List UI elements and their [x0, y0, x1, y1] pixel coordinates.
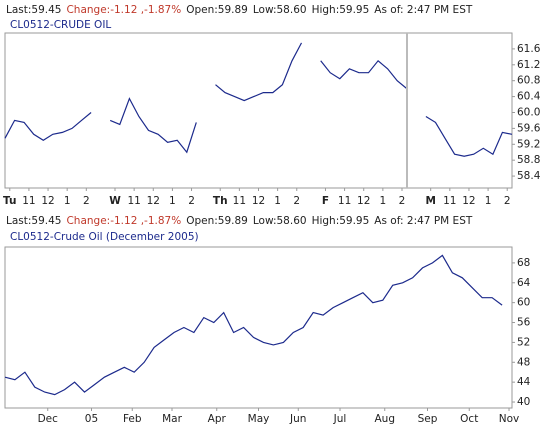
x-tick-label: 12: [462, 195, 475, 207]
x-tick-label: 2: [293, 195, 300, 207]
x-tick-label: Oct: [460, 413, 478, 425]
quote-header: Last:59.45 Change:-1.12 ,-1.87% Open:59.89…: [6, 4, 473, 16]
x-tick-label: 2: [399, 195, 406, 207]
y-tick-label: 64: [517, 277, 531, 289]
plot-frame: [4, 32, 513, 189]
x-tick-label: Dec: [38, 413, 59, 425]
x-tick-label: Th: [213, 195, 228, 207]
quote-field: Last:59.45: [6, 4, 61, 16]
x-tick-label: Mar: [162, 413, 182, 425]
x-tick-label: 11: [443, 195, 456, 207]
chart-title: CL0512-Crude Oil (December 2005): [10, 231, 199, 243]
plot-frame: [4, 246, 513, 409]
x-tick-label: W: [109, 195, 121, 207]
x-tick-label: 1: [485, 195, 492, 207]
x-tick-label: 2: [504, 195, 511, 207]
x-tick-label: F: [322, 195, 329, 207]
x-tick-label: 1: [169, 195, 176, 207]
quote-field: Low:58.60: [253, 215, 307, 227]
quote-field: Open:59.89: [186, 215, 248, 227]
y-tick-label: 59.2: [517, 138, 540, 150]
quote-field: Open:59.89: [186, 4, 248, 16]
x-tick-label: 11: [22, 195, 35, 207]
y-tick-label: 56: [517, 317, 531, 329]
x-tick-label: 12: [252, 195, 265, 207]
x-tick-label: Apr: [208, 413, 227, 425]
quote-field: High:59.95: [312, 4, 370, 16]
price-line: [4, 42, 513, 157]
x-tick-label: 11: [233, 195, 246, 207]
y-tick-label: 61.6: [517, 43, 541, 55]
quote-header: Last:59.45 Change:-1.12 ,-1.87% Open:59.89…: [6, 215, 473, 227]
x-tick-label: Jul: [333, 413, 347, 425]
x-tick-label: Sep: [418, 413, 438, 425]
x-tick-label: 1: [64, 195, 71, 207]
x-tick-label: 11: [338, 195, 351, 207]
quote-field: As of: 2:47 PM EST: [374, 4, 473, 16]
x-tick-label: 2: [188, 195, 195, 207]
y-tick-label: 44: [517, 376, 531, 388]
x-tick-label: May: [248, 413, 270, 425]
x-tick-label: 1: [380, 195, 387, 207]
price-line: [4, 254, 503, 396]
y-tick-label: 61.2: [517, 59, 540, 71]
x-tick-label: Tu: [3, 195, 16, 207]
y-tick-label: 48: [517, 356, 530, 368]
x-tick-label: M: [425, 195, 435, 207]
y-tick-label: 58.8: [517, 154, 540, 166]
quote-field: Low:58.60: [253, 4, 307, 16]
quote-field: High:59.95: [312, 215, 370, 227]
x-tick-label: Aug: [374, 413, 395, 425]
x-tick-label: Jun: [289, 413, 306, 425]
x-tick-label: Nov: [499, 413, 520, 425]
y-tick-label: 60.4: [517, 91, 541, 103]
quote-field: Change:-1.12 ,-1.87%: [66, 215, 181, 227]
x-tick-label: Feb: [123, 413, 142, 425]
x-tick-label: 12: [147, 195, 160, 207]
x-tick-label: 2: [83, 195, 90, 207]
x-tick-label: 05: [85, 413, 98, 425]
y-tick-label: 40: [517, 396, 530, 408]
y-tick-label: 60.8: [517, 75, 540, 87]
x-tick-label: 12: [41, 195, 54, 207]
y-tick-label: 58.4: [517, 170, 541, 182]
quote-field: As of: 2:47 PM EST: [374, 215, 473, 227]
quote-field: Last:59.45: [6, 215, 61, 227]
chart-title: CL0512-CRUDE OIL: [10, 19, 111, 31]
y-tick-label: 59.6: [517, 122, 541, 134]
x-tick-label: 12: [357, 195, 370, 207]
x-tick-label: 11: [127, 195, 140, 207]
y-tick-label: 60: [517, 297, 530, 309]
y-tick-label: 52: [517, 336, 530, 348]
quote-field: Change:-1.12 ,-1.87%: [66, 4, 181, 16]
y-tick-label: 60.0: [517, 106, 540, 118]
y-tick-label: 68: [517, 257, 530, 269]
x-tick-label: 1: [274, 195, 281, 207]
